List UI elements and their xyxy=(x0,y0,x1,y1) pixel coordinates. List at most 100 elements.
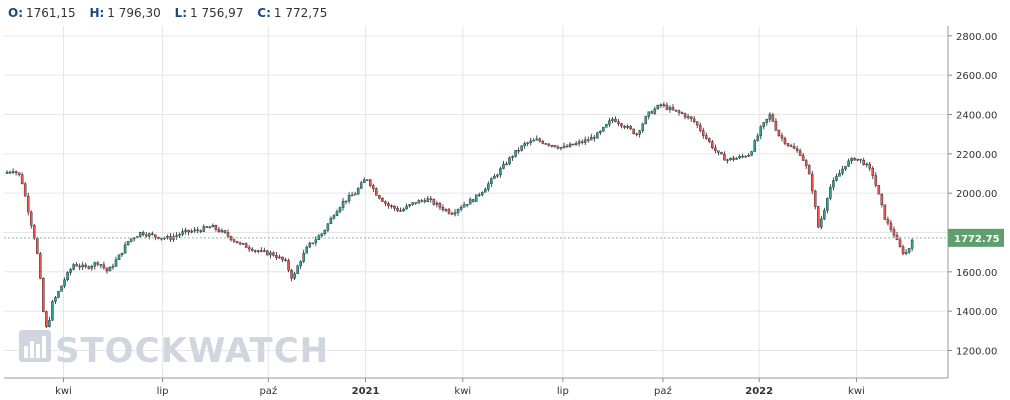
candle-body xyxy=(99,264,103,266)
candle xyxy=(605,123,608,128)
candle-body xyxy=(317,235,321,240)
candle xyxy=(359,180,363,189)
candle xyxy=(51,299,54,321)
candle xyxy=(220,228,224,234)
candle-body xyxy=(474,194,478,202)
candle xyxy=(880,193,884,208)
candle-body xyxy=(496,174,499,177)
candle-body xyxy=(287,260,290,271)
candle xyxy=(462,201,466,208)
candle xyxy=(780,132,784,142)
candle-body xyxy=(744,155,747,158)
candle-body xyxy=(807,165,811,175)
ohlc-readout: O: 1761,15 H: 1 796,30 L: 1 756,97 C: 1 772,… xyxy=(0,0,1010,26)
candle-body xyxy=(120,252,124,256)
candle-body xyxy=(714,147,717,151)
candle xyxy=(305,245,308,254)
candle-body xyxy=(577,141,581,144)
y-tick-label: 1600.00 xyxy=(956,268,997,279)
candle xyxy=(826,197,829,214)
candle-body xyxy=(14,171,18,173)
candle-body xyxy=(541,140,545,144)
watermark-logo-icon xyxy=(19,330,51,362)
candle-body xyxy=(299,261,302,267)
candle-body xyxy=(51,301,54,321)
candle xyxy=(732,155,735,162)
candle xyxy=(275,252,278,260)
candle-body xyxy=(420,200,423,202)
candle-body xyxy=(832,180,835,188)
candle xyxy=(593,134,596,142)
candle-body xyxy=(305,246,308,254)
candle xyxy=(444,208,448,213)
candle xyxy=(338,206,342,214)
candle-body xyxy=(417,200,420,204)
candle xyxy=(708,137,711,144)
candle xyxy=(553,145,557,148)
candle-body xyxy=(608,120,611,125)
candle-body xyxy=(771,114,775,122)
candle xyxy=(577,139,581,147)
candle-body xyxy=(241,243,245,245)
candle-body xyxy=(844,166,847,170)
candle xyxy=(756,133,760,142)
candle-body xyxy=(626,126,629,128)
candle-body xyxy=(762,122,766,128)
candle-body xyxy=(732,157,735,160)
candle xyxy=(795,145,799,153)
candle-body xyxy=(677,110,681,113)
candle-body xyxy=(683,113,687,118)
candle xyxy=(874,172,878,188)
candle xyxy=(838,169,841,177)
candle xyxy=(744,155,747,158)
candle xyxy=(426,195,430,203)
candle xyxy=(641,122,644,134)
candle-body xyxy=(662,104,666,106)
candle xyxy=(892,226,896,238)
candle xyxy=(405,203,408,210)
candle xyxy=(671,104,675,111)
candle-body xyxy=(359,182,363,189)
candle-body xyxy=(114,259,118,267)
candle-body xyxy=(853,157,856,161)
candle-body xyxy=(399,210,402,212)
candle-body xyxy=(423,200,427,202)
candle-body xyxy=(151,233,154,235)
candle-body xyxy=(66,272,69,281)
candle-body xyxy=(565,145,569,148)
candle xyxy=(93,261,97,270)
candle-body xyxy=(520,145,523,151)
candle-body xyxy=(665,104,669,110)
candle-body xyxy=(883,204,887,220)
candle xyxy=(81,261,84,271)
candle-body xyxy=(211,225,215,228)
candle-body xyxy=(629,126,632,130)
candle-body xyxy=(711,141,714,149)
candle xyxy=(747,153,750,157)
candle xyxy=(596,131,599,139)
candle xyxy=(841,165,844,176)
candle-body xyxy=(493,175,496,179)
candle xyxy=(835,173,838,182)
candle xyxy=(184,227,187,235)
candle xyxy=(505,161,508,166)
candle-body xyxy=(547,143,551,146)
candle xyxy=(381,197,384,202)
candle xyxy=(511,155,514,161)
candle xyxy=(904,249,908,256)
candle xyxy=(129,238,133,243)
candle xyxy=(208,225,212,229)
candle xyxy=(907,248,911,254)
candle xyxy=(87,265,91,270)
candle xyxy=(644,115,648,125)
candle xyxy=(429,195,433,203)
candle xyxy=(886,216,890,226)
candle xyxy=(617,118,620,126)
candle xyxy=(735,157,738,160)
candle xyxy=(638,129,641,138)
candle xyxy=(196,226,199,234)
candle xyxy=(408,204,411,208)
candle xyxy=(580,139,584,145)
candle xyxy=(538,137,542,143)
